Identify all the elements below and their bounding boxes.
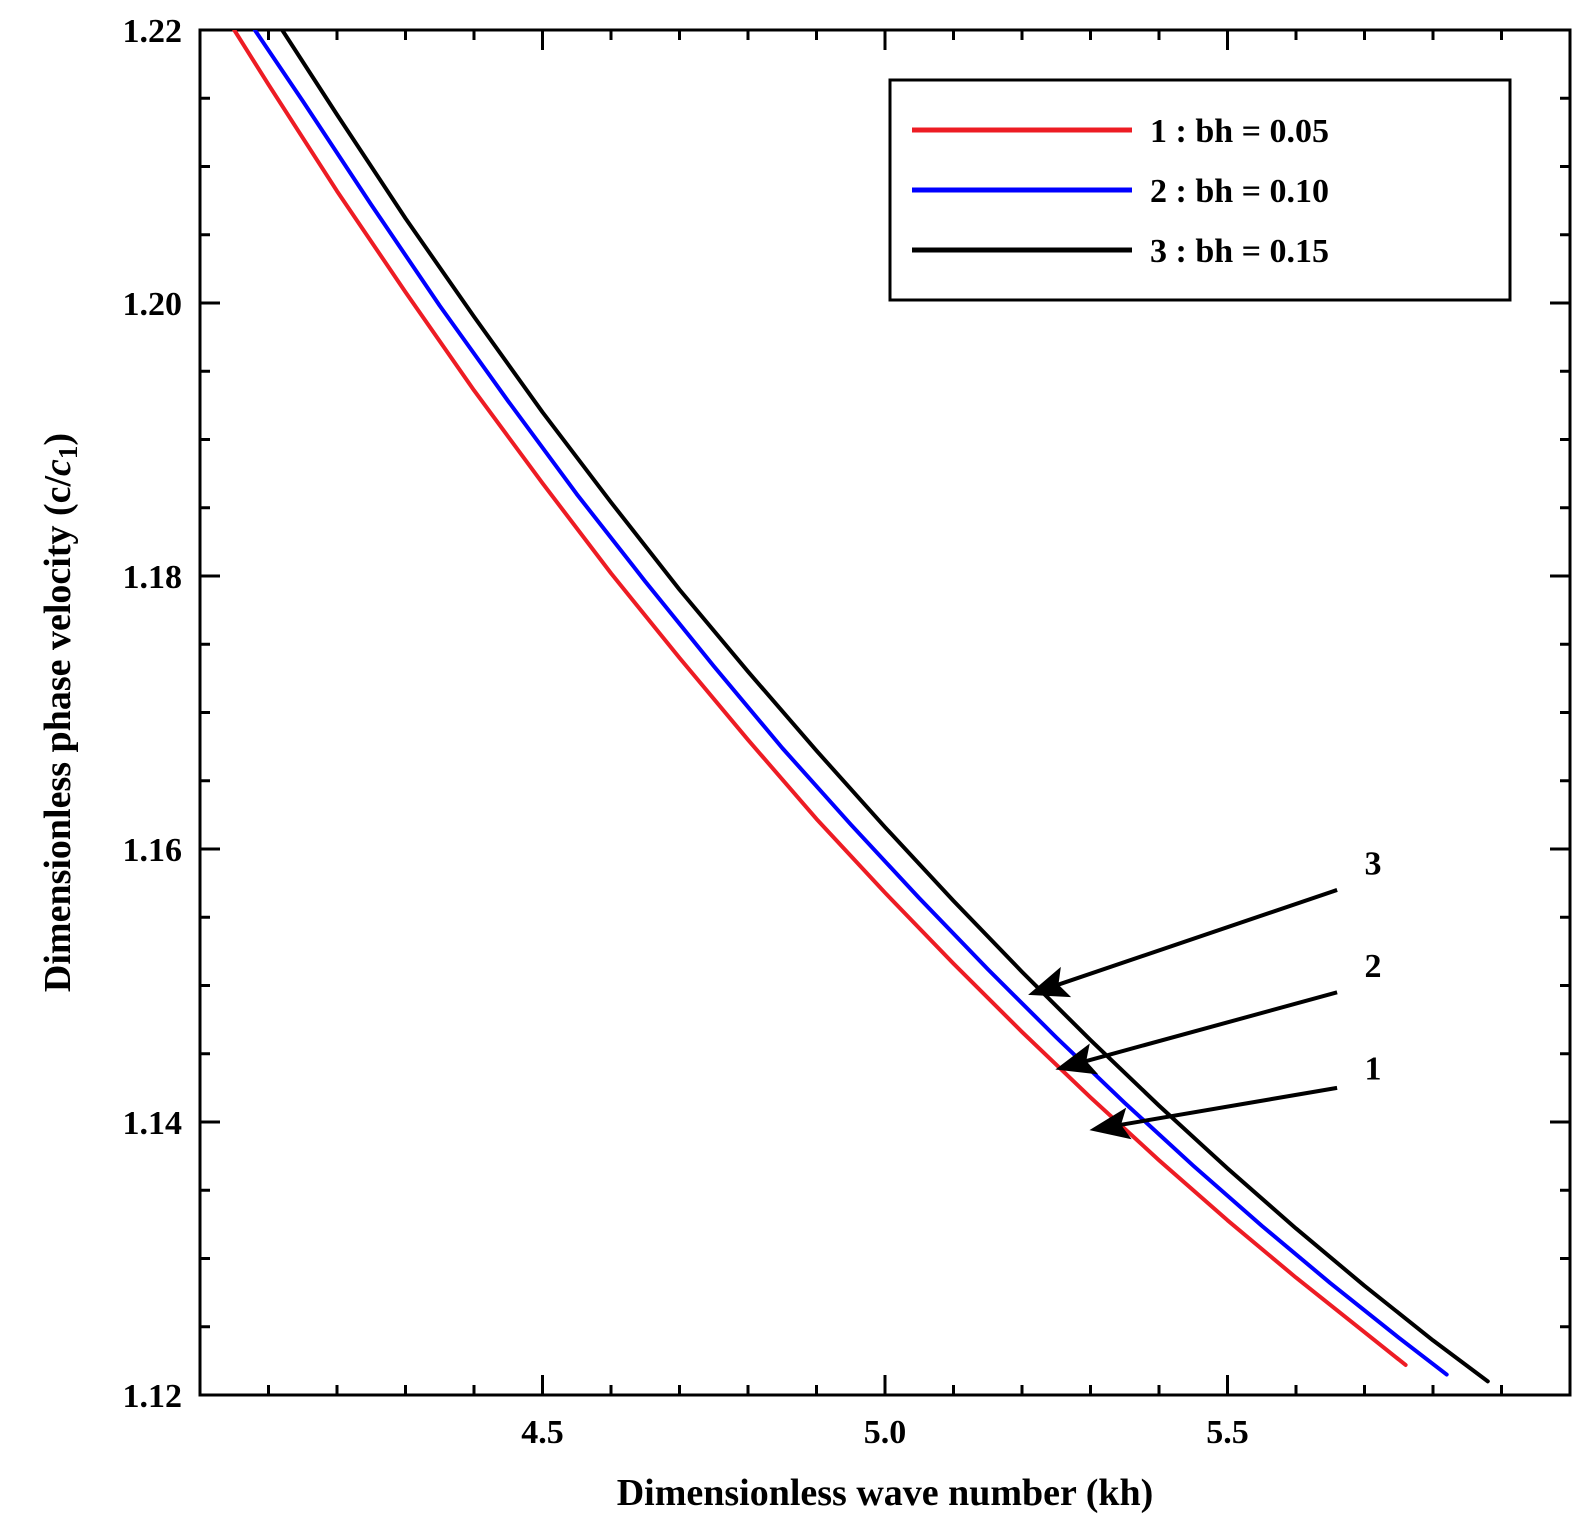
annotation-label-1: 1 xyxy=(1365,1050,1382,1087)
y-axis-label: Dimensionless phase velocity (c/c1) xyxy=(37,433,83,992)
annotation-label-3: 3 xyxy=(1365,846,1382,883)
annotation-label-2: 2 xyxy=(1365,948,1382,985)
x-axis-label: Dimensionless wave number (kh) xyxy=(617,1472,1154,1514)
x-tick-label: 5.5 xyxy=(1206,1414,1249,1451)
x-tick-label: 4.5 xyxy=(521,1414,564,1451)
chart-svg: 4.5 5.0 5.5 1.12 1.14 1.16 1.18 1.20 1.22 Dimensi… xyxy=(0,0,1589,1525)
legend-label-2: 2 : bh = 0.10 xyxy=(1150,173,1329,210)
x-tick-label: 5.0 xyxy=(864,1414,907,1451)
y-tick-label: 1.20 xyxy=(123,286,183,323)
y-tick-label: 1.12 xyxy=(123,1378,183,1415)
chart-container: 4.5 5.0 5.5 1.12 1.14 1.16 1.18 1.20 1.22 Dimensi… xyxy=(0,0,1589,1525)
legend-label-1: 1 : bh = 0.05 xyxy=(1150,113,1329,150)
y-tick-label: 1.22 xyxy=(123,13,183,50)
y-tick-label: 1.14 xyxy=(123,1105,183,1142)
legend-label-3: 3 : bh = 0.15 xyxy=(1150,233,1329,270)
y-tick-label: 1.16 xyxy=(123,832,183,869)
y-tick-label: 1.18 xyxy=(123,559,183,596)
